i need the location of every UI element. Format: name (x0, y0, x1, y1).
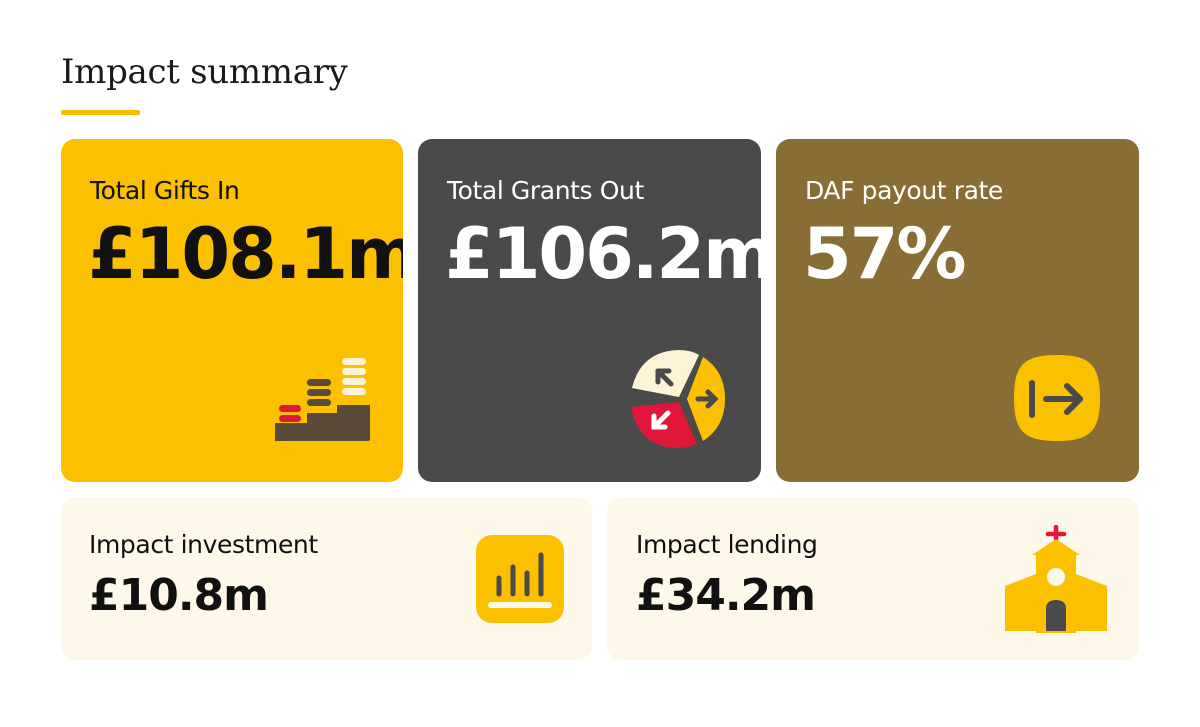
total-gifts-label: Total Gifts In (90, 176, 240, 205)
total-grants-value: £106.2m (445, 213, 761, 295)
title-underline (61, 110, 140, 115)
page-title: Impact summary (61, 52, 348, 92)
circular-arrows-icon (631, 350, 725, 448)
daf-payout-card: DAF payout rate 57% (776, 139, 1139, 482)
daf-payout-label: DAF payout rate (805, 176, 1003, 205)
daf-payout-value: 57% (803, 213, 967, 295)
total-gifts-card: Total Gifts In £108.1m (61, 139, 403, 482)
impact-investment-label: Impact investment (89, 530, 318, 559)
impact-lending-value: £34.2m (636, 570, 816, 621)
church-icon (1005, 525, 1107, 633)
impact-lending-card: Impact lending £34.2m (607, 497, 1139, 660)
impact-investment-value: £10.8m (89, 570, 269, 621)
impact-lending-label: Impact lending (636, 530, 818, 559)
total-grants-label: Total Grants Out (447, 176, 644, 205)
total-gifts-value: £108.1m (88, 213, 403, 295)
arrow-right-to-bar-icon (1014, 355, 1100, 441)
bar-chart-icon (476, 535, 564, 623)
coin-stacks-icon (275, 358, 370, 441)
impact-investment-card: Impact investment £10.8m (61, 497, 592, 660)
total-grants-card: Total Grants Out £106.2m (418, 139, 761, 482)
